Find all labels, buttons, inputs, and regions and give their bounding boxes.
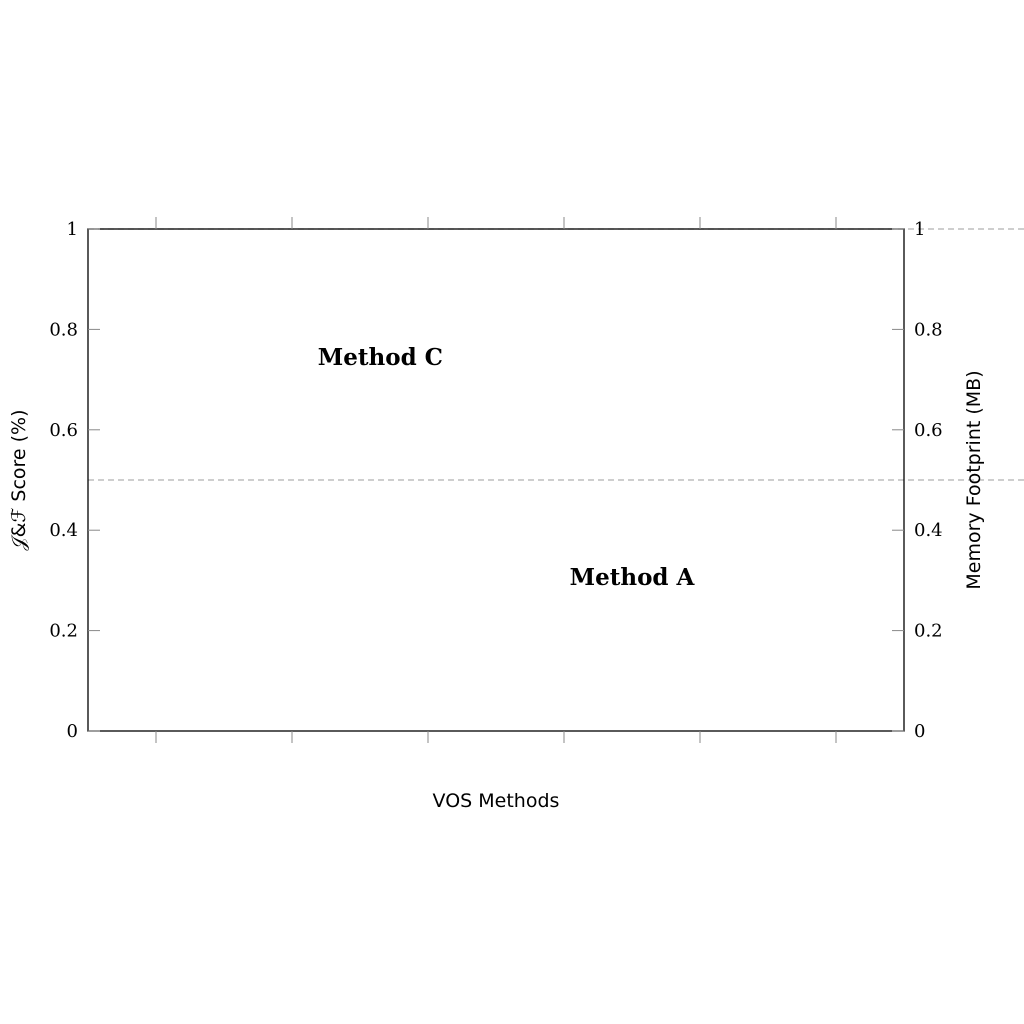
left-y-axis-title: 𝒥&ℱ Score (%) — [8, 409, 30, 550]
right-y-tick-label: 0.6 — [914, 420, 943, 441]
x-ticks — [155, 217, 837, 743]
annotation-label: Method C — [318, 344, 443, 371]
right-y-axis: 0 0.2 0.4 0.6 0.8 1 — [892, 219, 943, 742]
plot-frame — [87, 228, 905, 732]
left-y-tick-label: 0.6 — [49, 420, 78, 441]
left-y-axis: 0 0.2 0.4 0.6 0.8 1 — [49, 219, 100, 742]
right-y-tick-label: 1 — [914, 219, 925, 240]
reference-lines — [88, 228, 1024, 481]
right-y-tick-label: 0.2 — [914, 621, 943, 642]
right-y-tick-label: 0.4 — [914, 520, 943, 541]
right-y-tick-label: 0.8 — [914, 319, 943, 340]
left-y-tick-label: 0.8 — [49, 319, 78, 340]
left-y-tick-label: 0 — [67, 721, 78, 742]
right-y-tick-label: 0 — [914, 721, 925, 742]
left-y-tick-label: 0.2 — [49, 621, 78, 642]
right-y-axis-title: Memory Footprint (MB) — [963, 370, 985, 589]
x-axis-title: VOS Methods — [433, 790, 560, 812]
annotations: Method C Method A — [318, 344, 696, 591]
annotation-label: Method A — [570, 564, 696, 591]
left-y-tick-label: 0.4 — [49, 520, 78, 541]
left-y-tick-label: 1 — [67, 219, 78, 240]
